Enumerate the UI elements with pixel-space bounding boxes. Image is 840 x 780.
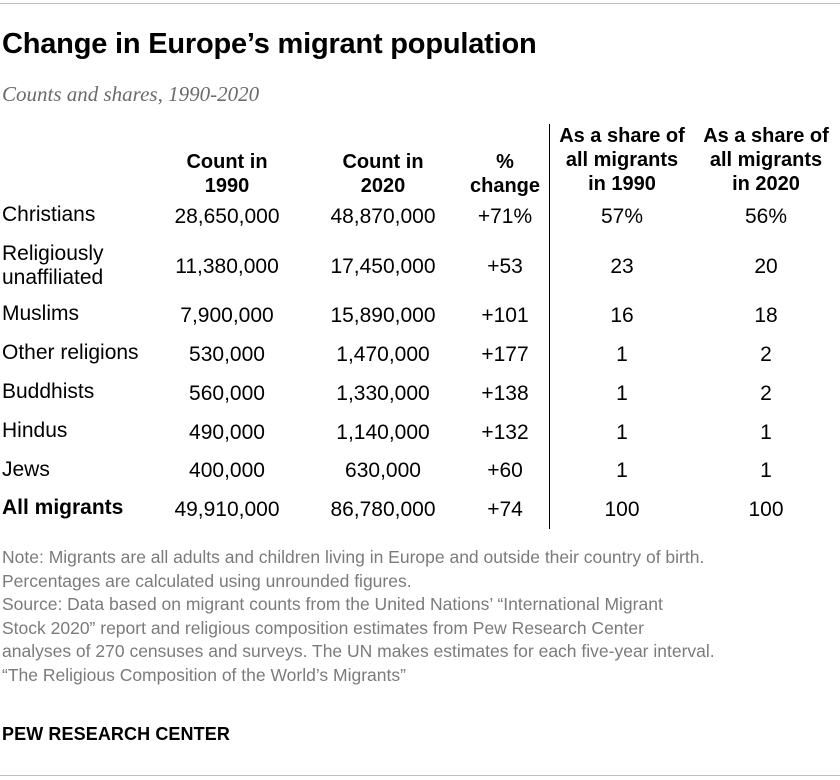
note-line: Percentages are calculated using unround…: [2, 570, 412, 591]
row-label: Other religions: [2, 341, 139, 364]
cell-pct-change: +60: [487, 459, 523, 482]
row-label: Christians: [2, 203, 96, 226]
cell-count-2020: 1,470,000: [336, 343, 430, 366]
row-label: All migrants: [2, 496, 124, 519]
cell-count-2020: 1,330,000: [336, 382, 430, 405]
cell-pct-change: +71%: [477, 205, 533, 228]
notes: Note: Migrants are all adults and childr…: [2, 546, 838, 687]
cell-share-2020: 1: [760, 459, 772, 482]
cell-share-1990: 100: [604, 498, 640, 521]
cell-share-2020: 2: [760, 343, 772, 366]
cell-pct-change: +132: [481, 421, 529, 444]
cell-count-2020: 630,000: [345, 459, 421, 482]
column-divider: [549, 124, 550, 529]
header-pct-change-line2: change: [469, 175, 541, 197]
source-line: Stock 2020” report and religious composi…: [2, 617, 644, 638]
row-label: Religiously: [2, 242, 104, 265]
bottom-border: [0, 775, 840, 776]
cell-count-1990: 49,910,000: [174, 498, 280, 521]
row-label-line2: unaffiliated: [2, 266, 104, 289]
cell-count-2020: 86,780,000: [330, 498, 436, 521]
top-border: [0, 3, 840, 4]
header-count-2020: Count in 2020: [303, 150, 463, 198]
cell-pct-change: +101: [481, 304, 529, 327]
row-label: Hindus: [2, 419, 68, 442]
source-line: Source: Data based on migrant counts fro…: [2, 594, 663, 614]
header-share-1990: As a share of all migrants in 1990: [542, 124, 702, 196]
cell-count-1990: 490,000: [189, 421, 265, 444]
cell-share-2020: 2: [760, 382, 772, 405]
cell-count-2020: 48,870,000: [330, 205, 436, 228]
header-share-2020: As a share of all migrants in 2020: [686, 124, 840, 196]
cell-share-2020: 18: [754, 304, 778, 327]
row-label: Jews: [2, 458, 50, 481]
header-share-2020-line3: in 2020: [732, 173, 800, 195]
cell-pct-change: +138: [481, 382, 529, 405]
header-share-1990-line3: in 1990: [588, 173, 656, 195]
cell-share-1990: 16: [610, 304, 634, 327]
source-line: analyses of 270 censuses and surveys. Th…: [2, 641, 715, 661]
cell-count-2020: 1,140,000: [336, 421, 430, 444]
cell-count-1990: 530,000: [189, 343, 265, 366]
header-count-1990-line2: 1990: [204, 175, 250, 197]
cell-count-1990: 11,380,000: [175, 255, 279, 278]
cell-count-1990: 400,000: [189, 459, 265, 482]
header-pct-change-line1: %: [496, 151, 514, 173]
cell-share-2020: 1: [760, 421, 772, 444]
cell-count-1990: 560,000: [189, 382, 265, 405]
header-count-1990-line1: Count in: [186, 151, 268, 173]
header-count-2020-line2: 2020: [360, 175, 406, 197]
header-share-1990-line2: all migrants: [565, 149, 679, 171]
row-label: Buddhists: [2, 380, 95, 403]
cell-share-1990: 1: [616, 459, 628, 482]
chart-subtitle: Counts and shares, 1990-2020: [2, 82, 260, 106]
cell-count-2020: 17,450,000: [330, 255, 436, 278]
header-share-2020-line1: As a share of: [703, 125, 829, 147]
cell-pct-change: +74: [487, 498, 523, 521]
row-label: Muslims: [2, 302, 79, 325]
header-count-2020-line1: Count in: [342, 151, 424, 173]
cell-share-1990: 1: [616, 343, 628, 366]
header-share-2020-line2: all migrants: [709, 149, 823, 171]
cell-count-2020: 15,890,000: [330, 304, 436, 327]
cell-share-2020: 56%: [744, 205, 788, 228]
cell-count-1990: 28,650,000: [174, 205, 280, 228]
chart-title: Change in Europe’s migrant population: [2, 28, 537, 60]
cell-share-1990: 57%: [600, 205, 644, 228]
cell-share-2020: 100: [748, 498, 784, 521]
source-line: “The Religious Composition of the World’…: [2, 664, 406, 685]
cell-share-1990: 23: [610, 255, 634, 278]
header-pct-change: % change: [425, 150, 585, 198]
cell-pct-change: +53: [487, 255, 523, 278]
organization-logo-text: PEW RESEARCH CENTER: [2, 724, 230, 744]
cell-share-2020: 20: [754, 255, 778, 278]
cell-share-1990: 1: [616, 421, 628, 444]
header-count-1990: Count in 1990: [147, 150, 307, 198]
cell-share-1990: 1: [616, 382, 628, 405]
cell-count-1990: 7,900,000: [180, 304, 274, 327]
note-line: Note: Migrants are all adults and childr…: [2, 547, 705, 567]
header-share-1990-line1: As a share of: [559, 125, 685, 147]
cell-pct-change: +177: [481, 343, 529, 366]
